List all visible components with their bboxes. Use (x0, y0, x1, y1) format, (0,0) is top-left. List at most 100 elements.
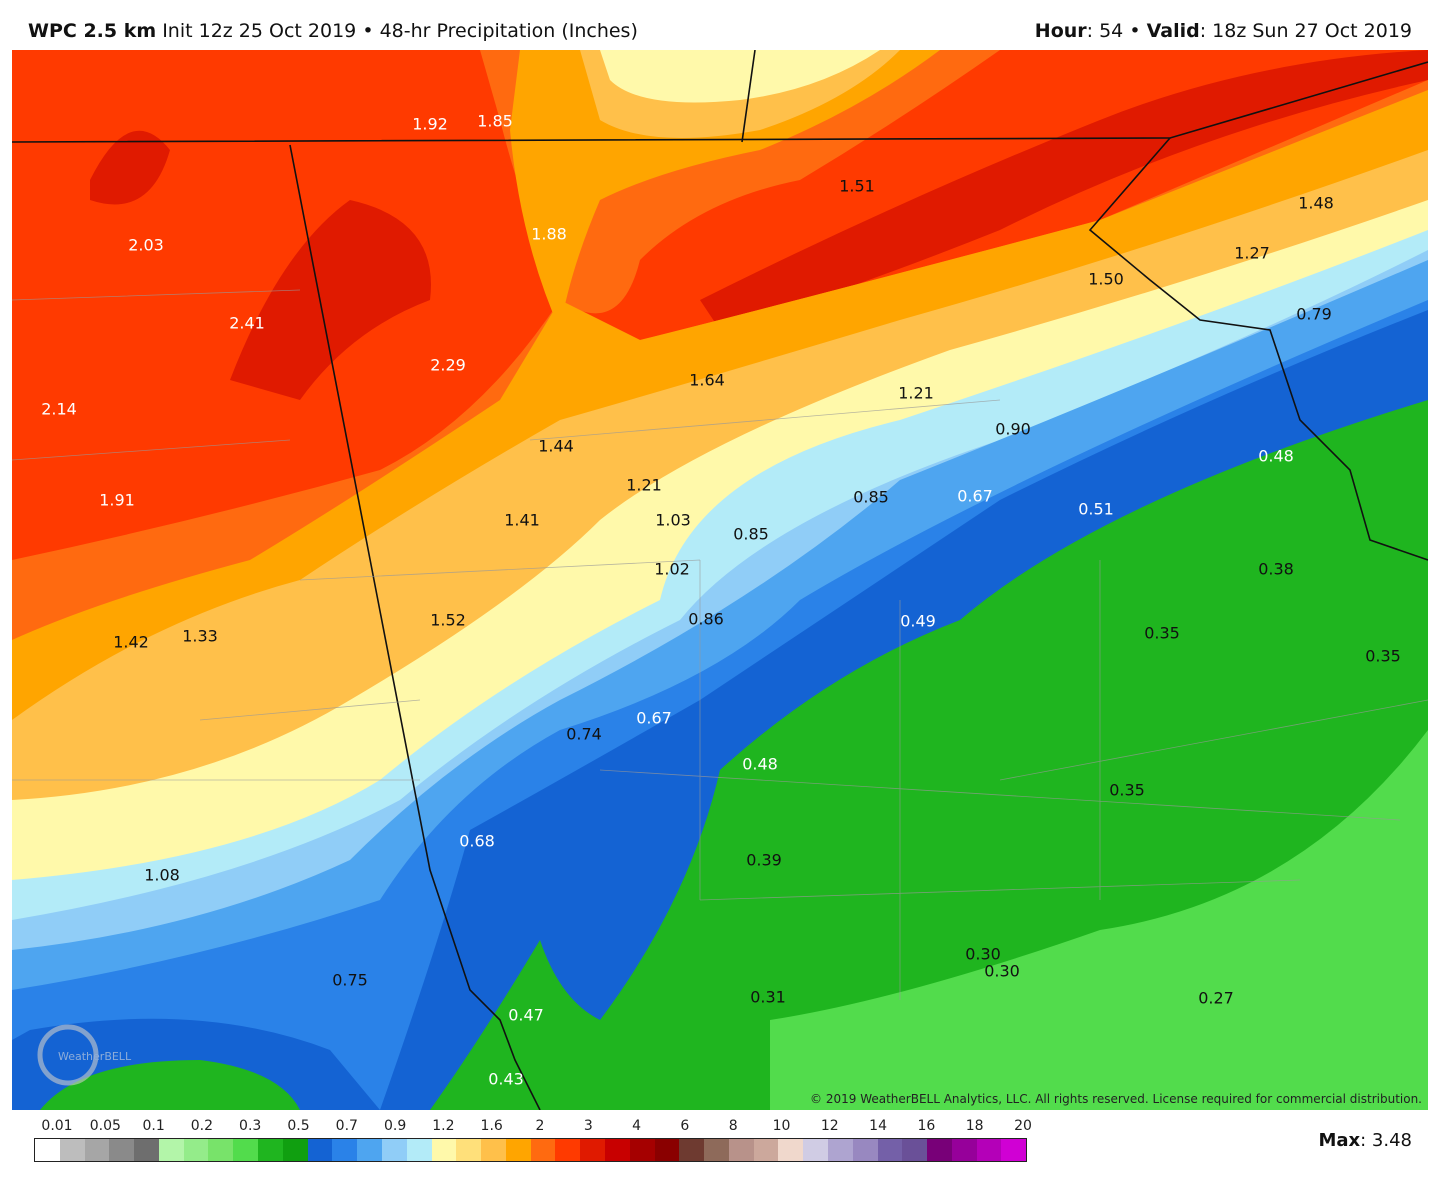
colorbar-tick-label: 0.05 (89, 1118, 121, 1134)
hour-label: Hour (1034, 20, 1087, 42)
colorbar-swatch (233, 1139, 259, 1161)
value-label: 1.64 (689, 371, 725, 390)
county-borders (12, 289, 1428, 1000)
colorbar-tick-label: 8 (728, 1118, 738, 1134)
colorbar-swatch (828, 1139, 853, 1161)
valid-value: : 18z Sun 27 Oct 2019 (1199, 20, 1412, 42)
colorbar-tick-label: 2 (535, 1118, 545, 1134)
colorbar-swatch (35, 1139, 60, 1161)
value-label: 0.79 (1296, 305, 1332, 324)
separator: • (362, 20, 374, 42)
colorbar-swatch (59, 1139, 85, 1161)
value-label: 1.48 (1298, 194, 1334, 213)
colorbar-tick-label: 0.1 (142, 1118, 165, 1134)
map-title: WPC 2.5 km Init 12z 25 Oct 2019 • 48-hr … (28, 20, 638, 42)
value-label: 0.74 (566, 725, 602, 744)
colorbar-swatch (183, 1139, 209, 1161)
colorbar-swatch (654, 1139, 680, 1161)
colorbar-tick-label: 3 (583, 1118, 593, 1134)
value-label: 1.08 (144, 866, 180, 885)
colorbar-swatch (208, 1139, 234, 1161)
colorbar-swatch (902, 1139, 928, 1161)
value-label: 0.90 (995, 420, 1031, 439)
value-label: 0.51 (1078, 500, 1114, 519)
logo-text: WeatherBELL (58, 1050, 132, 1063)
value-label: 0.67 (636, 709, 672, 728)
max-number: : 3.48 (1360, 1130, 1412, 1151)
colorbar-swatch (406, 1139, 432, 1161)
value-label: 2.03 (128, 236, 164, 255)
copyright-notice: © 2019 WeatherBELL Analytics, LLC. All r… (810, 1092, 1422, 1106)
colorbar-swatch (134, 1139, 159, 1161)
value-label: 0.30 (984, 962, 1020, 981)
band-0.3in (40, 400, 1428, 1110)
value-label: 0.43 (488, 1070, 524, 1089)
precip-value-labels: 1.92 1.85 1.51 1.48 2.03 1.88 1.27 1.50 … (41, 112, 1401, 1089)
valid-label: Valid (1146, 20, 1200, 42)
colorbar-swatch (282, 1139, 308, 1161)
value-label: 1.50 (1088, 270, 1124, 289)
colorbar-swatch (332, 1139, 358, 1161)
colorbar-swatch (852, 1139, 878, 1161)
colorbar-swatch (481, 1139, 506, 1161)
precipitation-map: 1.92 1.85 1.51 1.48 2.03 1.88 1.27 1.50 … (12, 50, 1428, 1110)
value-label: 0.49 (900, 612, 936, 631)
model-name: WPC 2.5 km (28, 20, 157, 42)
value-label: 1.42 (113, 633, 149, 652)
colorbar-swatch (604, 1139, 630, 1161)
colorbar-tick-label: 1.6 (480, 1118, 503, 1134)
colorbar (34, 1138, 1027, 1162)
colorbar-swatch (951, 1139, 977, 1161)
colorbar-swatch (357, 1139, 382, 1161)
value-label: 0.85 (733, 525, 769, 544)
max-label: Max (1318, 1130, 1361, 1151)
colorbar-swatch (505, 1139, 531, 1161)
colorbar-swatch (803, 1139, 828, 1161)
colorbar-swatch (258, 1139, 283, 1161)
value-label: 1.85 (477, 112, 513, 131)
colorbar-tick-label: 20 (1014, 1118, 1032, 1134)
weatherbell-logo: WeatherBELL (37, 1024, 132, 1086)
colorbar-swatch (728, 1139, 754, 1161)
value-label: 1.27 (1234, 244, 1270, 263)
value-label: 1.21 (898, 384, 934, 403)
value-label: 0.48 (742, 755, 778, 774)
value-label: 2.14 (41, 400, 77, 419)
hour-value: : 54 (1086, 20, 1124, 42)
value-label: 0.39 (746, 851, 782, 870)
colorbar-swatch (976, 1139, 1002, 1161)
colorbar-swatch (381, 1139, 407, 1161)
colorbar-tick-label: 16 (917, 1118, 936, 1134)
value-label: 0.27 (1198, 989, 1234, 1008)
value-label: 0.35 (1144, 624, 1180, 643)
colorbar-swatch (456, 1139, 482, 1161)
value-label: 2.29 (430, 356, 466, 375)
colorbar-tick-label: 0.7 (335, 1118, 358, 1134)
colorbar-swatch (580, 1139, 605, 1161)
value-label: 1.41 (504, 511, 540, 530)
colorbar-tick-label: 4 (632, 1118, 642, 1134)
colorbar-swatch (877, 1139, 903, 1161)
value-label: 0.68 (459, 832, 495, 851)
max-value: Max: 3.48 (1318, 1130, 1412, 1151)
colorbar-swatch (555, 1139, 581, 1161)
valid-time: Hour: 54 • Valid: 18z Sun 27 Oct 2019 (1035, 20, 1412, 42)
colorbar-swatch (431, 1139, 457, 1161)
colorbar-tick-label: 1.2 (432, 1118, 455, 1134)
init-time: Init 12z 25 Oct 2019 (162, 20, 357, 42)
colorbar-swatch (679, 1139, 705, 1161)
value-label: 1.91 (99, 491, 135, 510)
value-label: 0.35 (1109, 781, 1145, 800)
colorbar-swatch (704, 1139, 729, 1161)
colorbar-tick-label: 0.9 (383, 1118, 407, 1134)
product-name: 48-hr Precipitation (Inches) (379, 20, 638, 42)
band-0.2in (770, 730, 1428, 1110)
colorbar-swatch (307, 1139, 333, 1161)
value-label: 0.47 (508, 1006, 544, 1025)
colorbar-tick-label: 18 (965, 1118, 984, 1134)
value-label: 0.35 (1365, 647, 1401, 666)
colorbar-swatch (109, 1139, 135, 1161)
colorbar-swatch (927, 1139, 952, 1161)
value-label: 1.33 (182, 627, 218, 646)
value-label: 0.67 (957, 487, 993, 506)
